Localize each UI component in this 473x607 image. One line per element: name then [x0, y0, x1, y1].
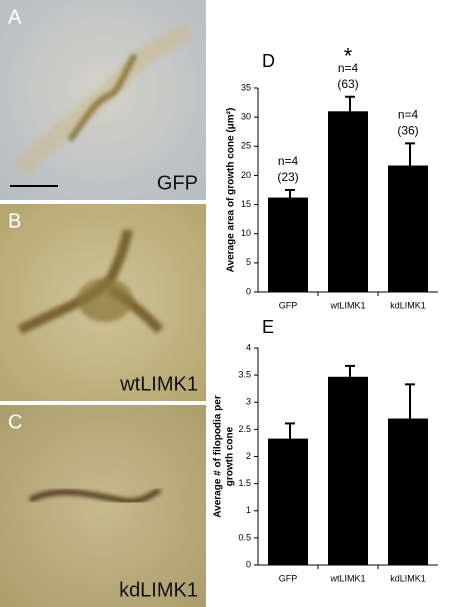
panel-letter: C [8, 411, 22, 433]
bar [268, 197, 308, 292]
x-tick-label: GFP [279, 300, 298, 310]
panel-letter: D [262, 51, 275, 71]
panel-caption: GFP [157, 172, 198, 194]
panel-caption: kdLIMK1 [119, 579, 198, 601]
y-tick-label: 20 [241, 170, 251, 180]
y-axis-label: Average # of filopodia per [213, 395, 224, 518]
y-tick-label: 25 [241, 141, 251, 151]
annotation: (63) [337, 77, 358, 91]
annotation: (36) [397, 124, 418, 138]
x-tick-label: wtLIMK1 [329, 300, 365, 310]
bar [328, 111, 368, 292]
micrograph-b [0, 204, 206, 401]
y-tick-label: 3.5 [238, 370, 251, 380]
x-tick-label: kdLIMK1 [390, 573, 426, 583]
y-tick-label: 0.5 [238, 532, 251, 542]
y-tick-label: 1.5 [238, 478, 251, 488]
y-tick-label: 0 [246, 559, 251, 569]
panel-letter: B [8, 210, 21, 232]
y-axis-label: growth cone [225, 426, 236, 486]
y-tick-label: 1 [246, 505, 251, 515]
annotation: n=4 [338, 61, 359, 75]
annotation: n=4 [398, 108, 419, 122]
annotation: n=4 [278, 154, 299, 168]
y-tick-label: 0 [246, 286, 251, 296]
panel-caption: wtLIMK1 [119, 373, 198, 395]
annotation: * [344, 44, 353, 69]
x-tick-label: wtLIMK1 [329, 573, 365, 583]
y-tick-label: 10 [241, 228, 251, 238]
x-tick-label: GFP [279, 573, 298, 583]
bar [268, 438, 308, 565]
y-axis-label: Average area of growth cone (μm²) [226, 108, 237, 273]
panel-letter: A [8, 6, 22, 28]
y-tick-label: 3 [246, 397, 251, 407]
y-tick-label: 30 [241, 112, 251, 122]
y-tick-label: 4 [246, 342, 251, 352]
bar [388, 418, 428, 565]
y-tick-label: 2 [246, 451, 251, 461]
y-tick-label: 2.5 [238, 424, 251, 434]
micrograph-c [0, 405, 206, 607]
y-tick-label: 5 [246, 257, 251, 267]
panel-letter: E [262, 317, 274, 337]
bar [328, 376, 368, 565]
bar [388, 165, 428, 292]
y-tick-label: 15 [241, 199, 251, 209]
micrograph-a [0, 0, 206, 200]
y-tick-label: 35 [241, 82, 251, 92]
annotation: (23) [277, 170, 298, 184]
x-tick-label: kdLIMK1 [390, 300, 426, 310]
